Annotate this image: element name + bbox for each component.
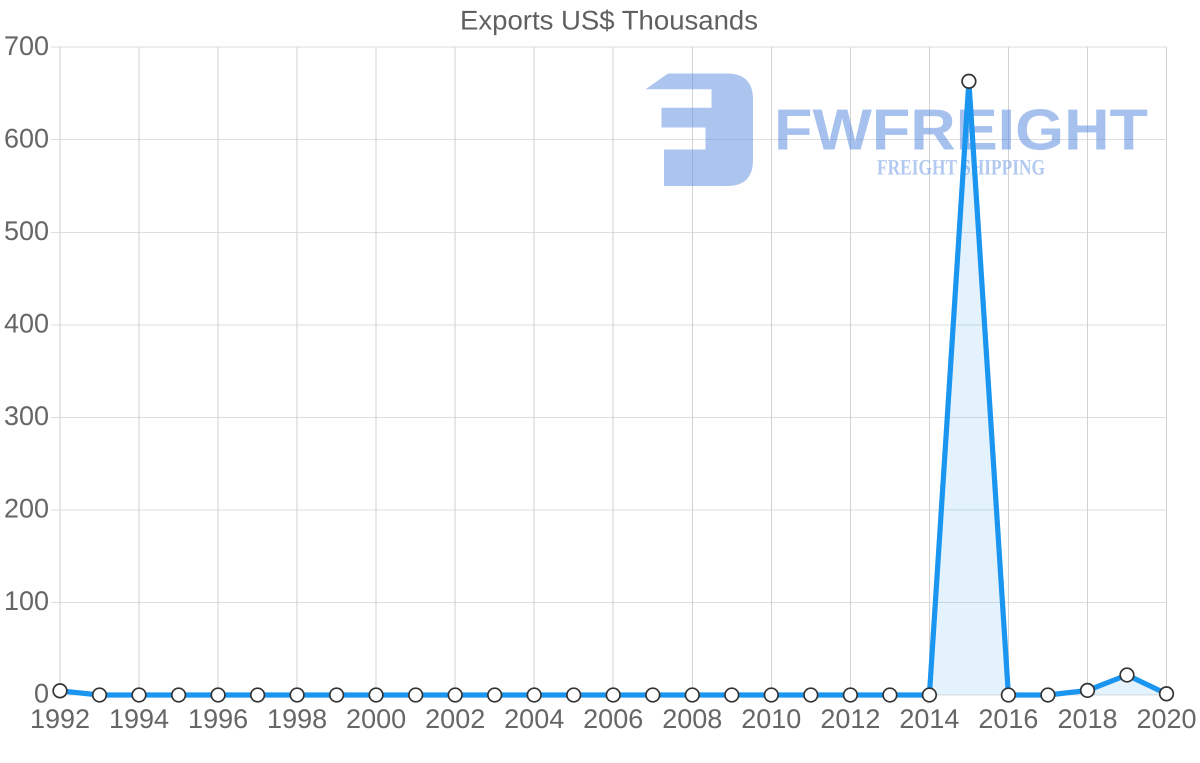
svg-text:200: 200 [4, 494, 49, 524]
svg-text:2008: 2008 [662, 704, 722, 734]
svg-text:400: 400 [4, 308, 49, 338]
svg-text:600: 600 [4, 123, 49, 153]
svg-text:1996: 1996 [188, 704, 248, 734]
svg-text:2010: 2010 [741, 704, 801, 734]
svg-text:700: 700 [4, 31, 49, 61]
svg-text:1992: 1992 [30, 704, 90, 734]
svg-text:300: 300 [4, 401, 49, 431]
svg-text:1994: 1994 [109, 704, 169, 734]
svg-text:2016: 2016 [978, 704, 1038, 734]
svg-text:1998: 1998 [267, 704, 327, 734]
svg-text:2000: 2000 [346, 704, 406, 734]
svg-text:2006: 2006 [583, 704, 643, 734]
svg-text:100: 100 [4, 586, 49, 616]
svg-text:0: 0 [34, 679, 49, 709]
svg-text:2012: 2012 [820, 704, 880, 734]
svg-text:2004: 2004 [504, 704, 564, 734]
svg-text:500: 500 [4, 216, 49, 246]
svg-text:FWFREIGHT: FWFREIGHT [774, 98, 1148, 163]
svg-text:2020: 2020 [1136, 704, 1196, 734]
svg-text:2014: 2014 [899, 704, 959, 734]
svg-text:Exports US$ Thousands: Exports US$ Thousands [460, 6, 758, 36]
svg-text:2018: 2018 [1057, 704, 1117, 734]
svg-text:2002: 2002 [425, 704, 485, 734]
